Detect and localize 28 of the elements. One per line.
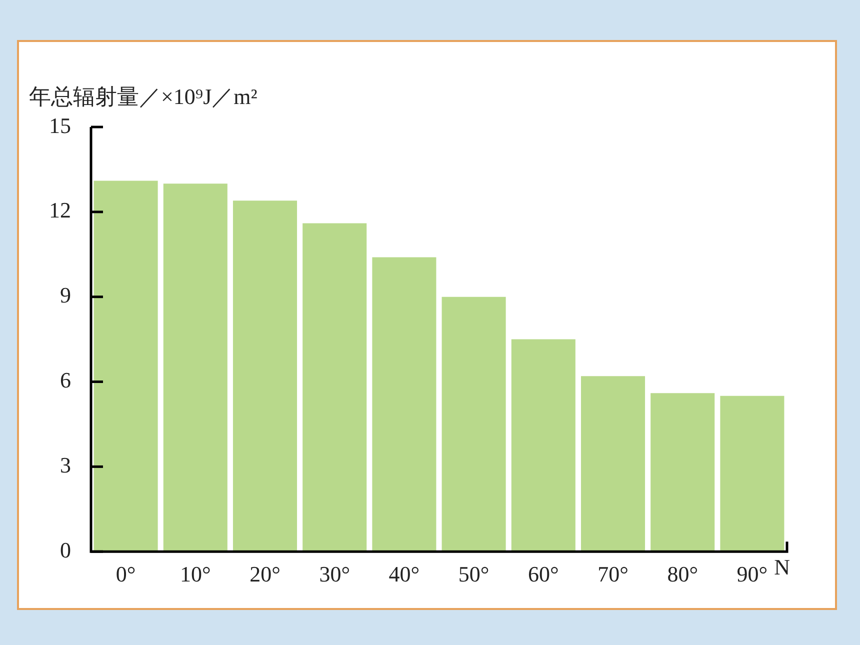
bar	[511, 339, 576, 552]
y-tick-label: 3	[60, 452, 71, 478]
x-tick-label: 70°	[598, 562, 628, 587]
y-tick-label: 6	[60, 368, 71, 393]
x-tick-label: 90°	[736, 562, 768, 587]
y-tick-label: 9	[60, 282, 71, 308]
y-tick-label: 12	[49, 198, 71, 223]
x-axis-title: N	[774, 554, 790, 580]
x-tick-label: 10°	[180, 562, 211, 587]
x-tick-label: 30°	[319, 562, 350, 587]
bar	[442, 296, 506, 552]
y-tick-label: 0	[60, 537, 71, 562]
bar	[302, 223, 367, 552]
x-tick-label: 40°	[388, 562, 420, 587]
y-axis-title: 年总辐射量／×10⁹J／m²	[29, 84, 258, 109]
bar	[720, 396, 784, 552]
bar	[372, 257, 436, 552]
x-tick-label: 50°	[458, 562, 490, 587]
bar	[650, 393, 715, 552]
bar	[232, 200, 298, 552]
bar	[163, 184, 228, 552]
x-tick-label: 60°	[528, 562, 559, 587]
x-tick-label: 0°	[116, 562, 136, 587]
bar	[580, 376, 646, 552]
x-tick-label: 80°	[667, 562, 698, 587]
x-tick-label: 20°	[250, 562, 280, 587]
y-tick-label: 15	[49, 112, 71, 138]
bar	[94, 180, 158, 552]
